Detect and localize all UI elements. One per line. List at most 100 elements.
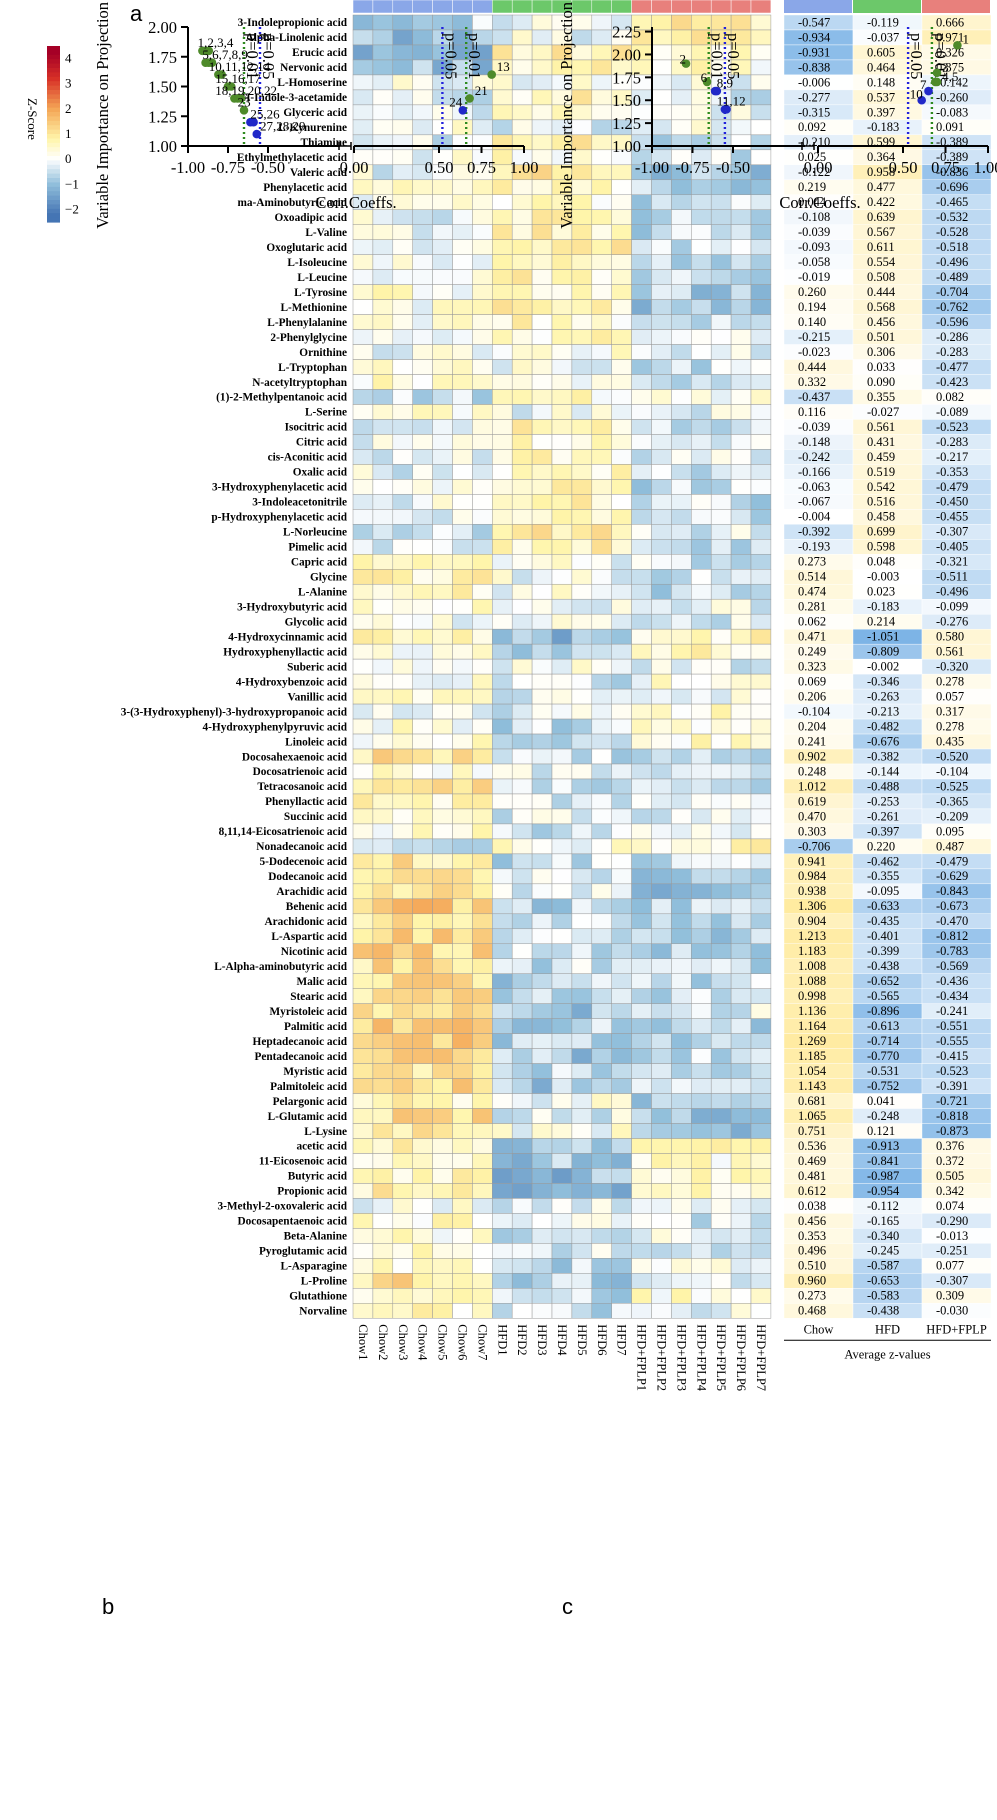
avg-value: 0.468 — [798, 1304, 826, 1318]
heatmap-cell — [352, 374, 374, 390]
legend-swatch — [47, 164, 60, 170]
heatmap-cell — [591, 1108, 612, 1124]
avg-value: -0.089 — [936, 405, 968, 419]
avg-value: -0.462 — [867, 854, 899, 868]
heatmap-cell — [591, 913, 612, 930]
heatmap-cell — [591, 104, 612, 121]
heatmap-cell — [571, 1078, 593, 1094]
row-label: acetic acid — [297, 1141, 348, 1153]
avg-value: 1.269 — [798, 1034, 826, 1048]
heatmap-cell — [691, 1063, 712, 1079]
heatmap-cell — [651, 823, 672, 840]
x-tick-label: 0.00 — [804, 158, 833, 177]
avg-value: 0.474 — [798, 585, 827, 599]
heatmap-cell — [710, 239, 732, 255]
heatmap-cell — [571, 1168, 593, 1184]
heatmap-cell — [352, 389, 374, 405]
heatmap-cell — [452, 1153, 473, 1169]
heatmap-cell — [611, 344, 632, 360]
heatmap-cell — [551, 973, 573, 989]
heatmap-cell — [352, 329, 374, 345]
heatmap-cell — [412, 194, 433, 210]
heatmap-cell — [492, 1153, 513, 1169]
heatmap-cell — [492, 524, 513, 540]
heatmap-cell — [452, 628, 473, 645]
heatmap-cell — [452, 329, 473, 345]
heatmap-cell — [571, 688, 593, 705]
heatmap-cell — [492, 374, 513, 390]
heatmap-cell — [372, 239, 394, 255]
heatmap-cell — [611, 1228, 632, 1244]
heatmap-cell — [671, 658, 692, 675]
heatmap-cell — [492, 943, 513, 959]
heatmap-cell — [472, 419, 493, 435]
avg-value: 0.214 — [867, 615, 896, 629]
avg-value: 0.091 — [936, 120, 964, 134]
heatmap-cell — [730, 823, 752, 840]
heatmap-cell — [651, 1108, 672, 1124]
heatmap-cell — [372, 898, 394, 915]
heatmap-cell — [571, 284, 593, 300]
heatmap-cell — [651, 1213, 672, 1229]
heatmap-cell — [352, 1018, 374, 1034]
heatmap-cell — [551, 1258, 573, 1274]
heatmap-cell — [631, 494, 652, 510]
heatmap-cell — [551, 853, 573, 870]
heatmap-cell — [492, 509, 513, 525]
avg-value: 0.306 — [867, 345, 895, 359]
heatmap-cell — [631, 344, 652, 360]
avg-value: 0.309 — [936, 1289, 964, 1303]
heatmap-cell — [651, 853, 672, 870]
heatmap-cell — [452, 853, 473, 870]
avg-value: 0.542 — [867, 480, 895, 494]
heatmap-cell — [392, 269, 413, 285]
heatmap-cell — [611, 494, 632, 510]
heatmap-cell — [392, 643, 413, 660]
heatmap-cell — [591, 1123, 612, 1139]
heatmap-cell — [710, 449, 732, 465]
heatmap-cell — [671, 1093, 692, 1109]
avg-header: HFD — [875, 1322, 900, 1336]
x-tick-label: 1.00 — [974, 158, 997, 177]
heatmap-cell — [452, 718, 473, 735]
heatmap-cell — [710, 1288, 732, 1304]
heatmap-cell — [710, 703, 732, 720]
heatmap-cell — [710, 299, 732, 315]
heatmap-cell — [372, 643, 394, 660]
heatmap-cell — [750, 449, 772, 465]
heatmap-cell — [551, 808, 573, 825]
avg-value: -0.752 — [867, 1079, 899, 1093]
heatmap-cell — [352, 718, 374, 735]
heatmap-cell — [750, 1183, 772, 1199]
heatmap-cell — [651, 883, 672, 900]
heatmap-cell — [611, 778, 632, 795]
row-label: Nervonic acid — [280, 62, 348, 74]
y-tick-label: 1.25 — [148, 107, 177, 126]
legend-swatch — [47, 178, 60, 183]
heatmap-cell — [412, 524, 433, 540]
avg-value: -0.286 — [936, 330, 968, 344]
heatmap-cell — [651, 104, 672, 121]
heatmap-cell — [452, 928, 473, 945]
avg-value: -0.838 — [798, 60, 830, 74]
heatmap-cell — [750, 673, 772, 690]
heatmap-cell — [631, 868, 652, 885]
heatmap-cell — [432, 254, 453, 270]
x-tick-label: 0.00 — [340, 158, 369, 177]
heatmap-cell — [372, 14, 394, 31]
heatmap-cell — [691, 269, 712, 285]
avg-value: -0.193 — [798, 540, 830, 554]
heatmap-cell — [691, 643, 712, 660]
heatmap-cell — [631, 299, 652, 315]
heatmap-cell — [511, 988, 533, 1004]
row-label: Glycine — [310, 571, 347, 583]
legend-swatch — [47, 186, 60, 192]
avg-value: -0.913 — [867, 1139, 899, 1153]
heatmap-cell — [651, 598, 672, 615]
heatmap-cell — [710, 673, 732, 690]
heatmap-cell — [730, 1243, 752, 1259]
heatmap-cell — [750, 643, 772, 660]
heatmap-cell — [671, 239, 692, 255]
heatmap-cell — [392, 703, 413, 720]
